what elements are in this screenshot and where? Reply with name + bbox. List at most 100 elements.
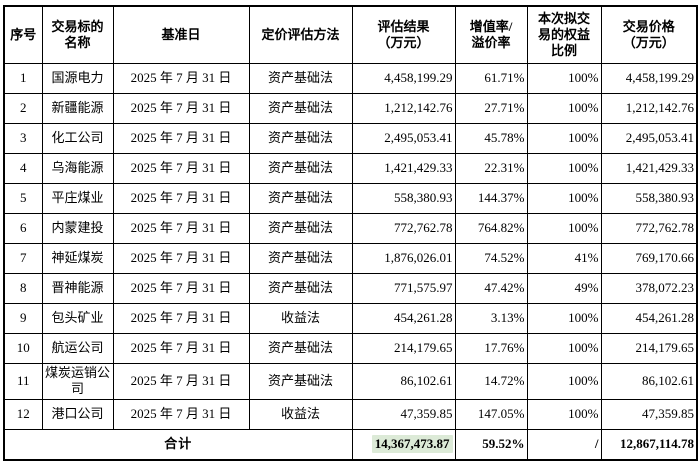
cell-premium-rate: 45.78%	[454, 123, 528, 154]
header-target-name: 交易标的 名称	[41, 5, 114, 64]
cell-index: 3	[3, 123, 43, 154]
total-trade-price: 12,867,114.78	[600, 428, 698, 460]
table-row: 2 新疆能源 2025 年 7 月 31 日资产基础法 1,212,142.76 27.…	[3, 93, 698, 124]
cell-target-name: 内蒙建投	[41, 213, 114, 244]
header-method: 定价评估方法	[248, 5, 353, 64]
cell-equity-ratio: 100%	[526, 183, 602, 214]
cell-equity-ratio: 100%	[526, 93, 602, 124]
cell-trade-price: 86,102.61	[600, 363, 698, 400]
cell-trade-price: 378,072.23	[600, 273, 698, 304]
cell-index: 8	[3, 273, 43, 304]
cell-base-date: 2025 年 7 月 31 日	[112, 398, 250, 430]
cell-method: 资产基础法	[248, 63, 353, 94]
cell-base-date: 2025 年 7 月 31 日	[112, 303, 250, 334]
cell-index: 7	[3, 243, 43, 274]
cell-premium-rate: 144.37%	[454, 183, 528, 214]
cell-base-date: 2025 年 7 月 31 日	[112, 63, 250, 94]
header-row: 序号 交易标的 名称 基准日 定价评估方法 评估结果 （万元） 增值率/ 溢价率…	[3, 5, 698, 64]
cell-premium-rate: 3.13%	[454, 303, 528, 334]
cell-eval-result: 4,458,199.29	[351, 63, 456, 94]
header-base-date: 基准日	[112, 5, 250, 64]
cell-method: 资产基础法	[248, 93, 353, 124]
cell-trade-price: 1,212,142.76	[600, 93, 698, 124]
cell-index: 11	[3, 363, 43, 400]
cell-target-name: 乌海能源	[41, 153, 114, 184]
cell-eval-result: 1,212,142.76	[351, 93, 456, 124]
header-trade-price: 交易价格 （万元）	[600, 5, 698, 64]
total-eval-result: 14,367,473.87	[351, 428, 456, 460]
cell-method: 资产基础法	[248, 363, 353, 400]
cell-method: 资产基础法	[248, 273, 353, 304]
cell-equity-ratio: 100%	[526, 303, 602, 334]
header-premium-rate: 增值率/ 溢价率	[454, 5, 528, 64]
cell-base-date: 2025 年 7 月 31 日	[112, 123, 250, 154]
cell-target-name: 包头矿业	[41, 303, 114, 334]
cell-method: 资产基础法	[248, 333, 353, 364]
cell-method: 资产基础法	[248, 123, 353, 154]
table-row: 1 国源电力 2025 年 7 月 31 日资产基础法 4,458,199.29 61.…	[3, 63, 698, 94]
cell-method: 资产基础法	[248, 243, 353, 274]
cell-base-date: 2025 年 7 月 31 日	[112, 243, 250, 274]
document-page: 序号 交易标的 名称 基准日 定价评估方法 评估结果 （万元） 增值率/ 溢价率…	[0, 5, 700, 465]
cell-index: 4	[3, 153, 43, 184]
cell-eval-result: 47,359.85	[351, 398, 456, 430]
table-row: 6 内蒙建投 2025 年 7 月 31 日资产基础法 772,762.78 764.8…	[3, 213, 698, 244]
cell-target-name: 神延煤炭	[41, 243, 114, 274]
cell-method: 收益法	[248, 398, 353, 430]
cell-method: 资产基础法	[248, 153, 353, 184]
table-row: 11 煤炭运销公司 2025 年 7 月 31 日资产基础法 86,102.61 14.…	[3, 363, 698, 400]
table-body: 1 国源电力 2025 年 7 月 31 日资产基础法 4,458,199.29 61.…	[3, 63, 698, 430]
cell-premium-rate: 61.71%	[454, 63, 528, 94]
cell-trade-price: 1,421,429.33	[600, 153, 698, 184]
cell-premium-rate: 14.72%	[454, 363, 528, 400]
cell-trade-price: 2,495,053.41	[600, 123, 698, 154]
cell-premium-rate: 764.82%	[454, 213, 528, 244]
cell-base-date: 2025 年 7 月 31 日	[112, 273, 250, 304]
table-row: 10 航运公司 2025 年 7 月 31 日资产基础法 214,179.65 17.7…	[3, 333, 698, 364]
cell-trade-price: 772,762.78	[600, 213, 698, 244]
cell-index: 1	[3, 63, 43, 94]
highlighted-total-value: 14,367,473.87	[371, 434, 453, 454]
cell-equity-ratio: 100%	[526, 363, 602, 400]
cell-equity-ratio: 100%	[526, 63, 602, 94]
total-row: 合计 14,367,473.87 59.52% / 12,867,114.78	[3, 428, 698, 460]
cell-target-name: 国源电力	[41, 63, 114, 94]
header-eval-result: 评估结果 （万元）	[351, 5, 456, 64]
cell-eval-result: 772,762.78	[351, 213, 456, 244]
cell-index: 10	[3, 333, 43, 364]
cell-equity-ratio: 100%	[526, 213, 602, 244]
cell-trade-price: 558,380.93	[600, 183, 698, 214]
cell-index: 9	[3, 303, 43, 334]
cell-target-name: 晋神能源	[41, 273, 114, 304]
cell-premium-rate: 47.42%	[454, 273, 528, 304]
cell-target-name: 港口公司	[41, 398, 114, 430]
table-row: 3 化工公司 2025 年 7 月 31 日资产基础法 2,495,053.41 45.…	[3, 123, 698, 154]
cell-premium-rate: 27.71%	[454, 93, 528, 124]
cell-target-name: 新疆能源	[41, 93, 114, 124]
cell-eval-result: 454,261.28	[351, 303, 456, 334]
cell-index: 12	[3, 398, 43, 430]
cell-equity-ratio: 49%	[526, 273, 602, 304]
cell-trade-price: 454,261.28	[600, 303, 698, 334]
cell-trade-price: 769,170.66	[600, 243, 698, 274]
cell-premium-rate: 147.05%	[454, 398, 528, 430]
valuation-table: 序号 交易标的 名称 基准日 定价评估方法 评估结果 （万元） 增值率/ 溢价率…	[3, 5, 698, 461]
cell-eval-result: 214,179.65	[351, 333, 456, 364]
cell-trade-price: 47,359.85	[600, 398, 698, 430]
table-row: 5 平庄煤业 2025 年 7 月 31 日资产基础法 558,380.93 144.3…	[3, 183, 698, 214]
cell-trade-price: 4,458,199.29	[600, 63, 698, 94]
cell-method: 收益法	[248, 303, 353, 334]
cell-base-date: 2025 年 7 月 31 日	[112, 93, 250, 124]
table-row: 4 乌海能源 2025 年 7 月 31 日资产基础法 1,421,429.33 22.…	[3, 153, 698, 184]
table-row: 9 包头矿业 2025 年 7 月 31 日收益法 454,261.28 3.13% 10…	[3, 303, 698, 334]
cell-eval-result: 1,421,429.33	[351, 153, 456, 184]
header-equity-ratio: 本次拟交 易的权益 比例	[526, 5, 602, 64]
cell-target-name: 平庄煤业	[41, 183, 114, 214]
cell-base-date: 2025 年 7 月 31 日	[112, 153, 250, 184]
header-index: 序号	[3, 5, 43, 64]
cell-premium-rate: 74.52%	[454, 243, 528, 274]
total-premium-rate: 59.52%	[454, 428, 528, 460]
cell-method: 资产基础法	[248, 213, 353, 244]
cell-eval-result: 1,876,026.01	[351, 243, 456, 274]
cell-target-name: 煤炭运销公司	[41, 363, 114, 400]
